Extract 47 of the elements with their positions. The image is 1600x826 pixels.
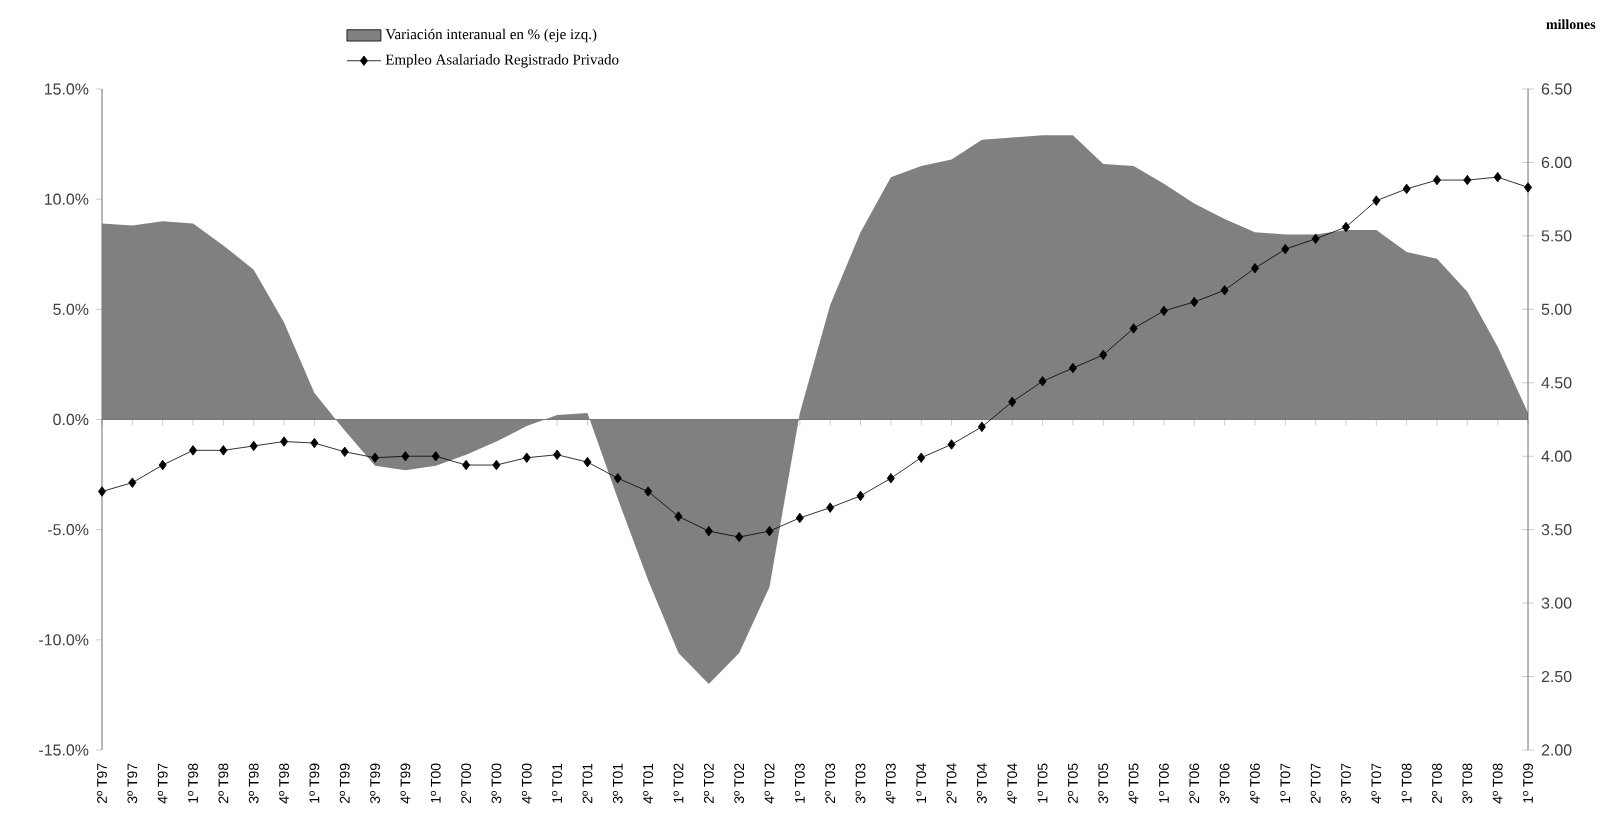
point (1463, 174, 1472, 186)
point (310, 437, 319, 449)
point (644, 486, 653, 497)
point (1493, 171, 1502, 183)
point (1341, 221, 1350, 233)
point (613, 473, 622, 484)
point (1068, 362, 1077, 374)
point (1372, 195, 1381, 206)
point (462, 459, 471, 471)
point (1250, 263, 1259, 274)
point (1008, 396, 1017, 408)
point (886, 473, 895, 484)
point (1159, 305, 1168, 316)
point (1402, 183, 1411, 195)
point (1038, 376, 1047, 387)
point (371, 452, 380, 463)
point (1311, 233, 1320, 244)
point (1220, 285, 1229, 296)
point (856, 490, 865, 502)
point (1129, 323, 1138, 334)
point (98, 486, 106, 497)
point (674, 511, 683, 522)
point (340, 446, 349, 457)
point (765, 525, 774, 537)
point (158, 459, 167, 471)
point (280, 436, 289, 447)
point (431, 451, 440, 462)
point (583, 456, 592, 468)
point (401, 451, 410, 462)
point (1524, 182, 1532, 193)
point (947, 439, 956, 450)
point (219, 445, 228, 456)
point (1281, 243, 1290, 255)
point (826, 502, 835, 513)
point (917, 452, 926, 463)
point (492, 459, 501, 471)
point (735, 531, 744, 543)
point (1099, 349, 1108, 361)
point (1190, 296, 1199, 308)
point (189, 445, 198, 456)
point (249, 440, 258, 452)
point (522, 452, 531, 463)
point (977, 421, 986, 433)
point (704, 525, 713, 537)
point (553, 449, 562, 460)
point (128, 477, 137, 488)
point (795, 512, 804, 524)
